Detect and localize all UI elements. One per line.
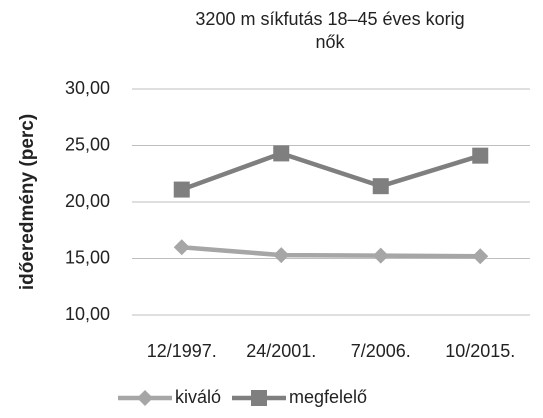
data-marker (173, 181, 190, 198)
series-line (180, 151, 481, 192)
chart-title: 3200 m síkfutás 18–45 éves korig nők (195, 9, 465, 52)
x-tick-label: 12/1997. (147, 341, 217, 361)
data-marker (372, 178, 389, 195)
y-tick-label: 25,00 (65, 134, 110, 154)
legend-label: kiváló (175, 387, 221, 407)
data-marker (472, 147, 489, 164)
y-tick-label: 30,00 (65, 78, 110, 98)
data-marker (472, 248, 489, 265)
data-marker (273, 145, 290, 162)
y-tick-label: 20,00 (65, 191, 110, 211)
legend-marker (137, 390, 153, 406)
legend-marker (251, 390, 267, 406)
x-tick-label: 7/2006. (351, 341, 411, 361)
legend-label: megfelelő (289, 387, 367, 407)
y-axis-label: időeredmény (perc) (17, 114, 38, 290)
data-marker (273, 247, 290, 264)
y-tick-label: 10,00 (65, 304, 110, 324)
series-line (181, 244, 481, 259)
x-tick-label: 24/2001. (246, 341, 316, 361)
data-marker (173, 239, 190, 256)
data-marker (372, 247, 389, 264)
x-tick-label: 10/2015. (445, 341, 515, 361)
y-tick-label: 15,00 (65, 247, 110, 267)
